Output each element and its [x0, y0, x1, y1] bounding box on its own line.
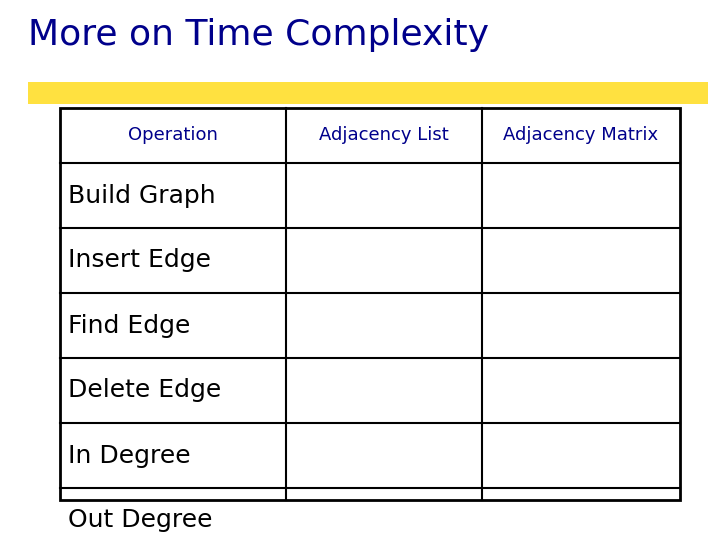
Text: More on Time Complexity: More on Time Complexity [28, 18, 489, 52]
Bar [60, 108, 680, 500]
Text: Adjacency Matrix: Adjacency Matrix [503, 126, 658, 145]
Text: Build Graph: Build Graph [68, 184, 215, 207]
Text: Find Edge: Find Edge [68, 314, 190, 338]
Text: Delete Edge: Delete Edge [68, 379, 221, 402]
Bar [28, 82, 708, 104]
Text: Out Degree: Out Degree [68, 509, 212, 532]
Text: In Degree: In Degree [68, 443, 191, 468]
Text: Insert Edge: Insert Edge [68, 248, 211, 273]
Text: Operation: Operation [128, 126, 218, 145]
Text: Adjacency List: Adjacency List [319, 126, 449, 145]
